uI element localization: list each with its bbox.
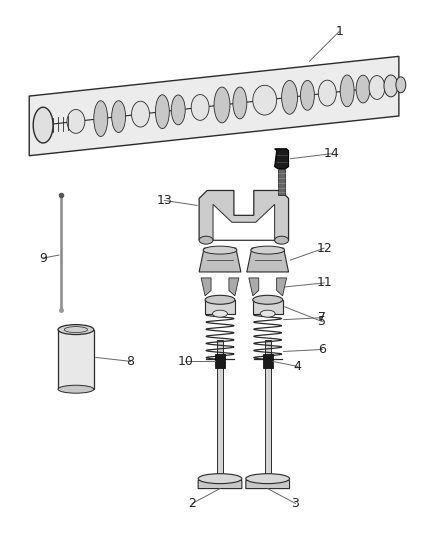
Polygon shape — [277, 278, 286, 296]
Bar — [265, 340, 271, 477]
Ellipse shape — [203, 246, 237, 254]
Ellipse shape — [205, 295, 235, 304]
Polygon shape — [198, 477, 242, 489]
Text: 14: 14 — [323, 147, 339, 160]
Ellipse shape — [275, 236, 289, 244]
Text: 8: 8 — [127, 355, 134, 368]
Ellipse shape — [171, 95, 185, 125]
Ellipse shape — [246, 474, 290, 483]
Ellipse shape — [318, 80, 336, 106]
Ellipse shape — [67, 109, 85, 133]
Polygon shape — [29, 56, 399, 156]
Bar — [217, 340, 223, 477]
Ellipse shape — [340, 75, 354, 107]
Bar — [278, 168, 285, 196]
Text: 12: 12 — [316, 241, 332, 255]
Polygon shape — [213, 204, 275, 240]
Text: 9: 9 — [39, 252, 47, 264]
Ellipse shape — [260, 310, 275, 317]
Text: 1: 1 — [336, 25, 343, 38]
Polygon shape — [275, 149, 289, 168]
Bar — [205, 300, 235, 314]
Ellipse shape — [384, 75, 398, 97]
Polygon shape — [249, 278, 259, 296]
Bar — [215, 354, 225, 368]
Polygon shape — [199, 248, 241, 272]
Text: 10: 10 — [177, 355, 193, 368]
Text: 7: 7 — [318, 311, 326, 324]
Polygon shape — [229, 278, 239, 296]
Bar — [263, 354, 273, 368]
Ellipse shape — [94, 101, 108, 136]
Polygon shape — [246, 477, 290, 489]
Text: 13: 13 — [156, 194, 172, 207]
Ellipse shape — [369, 76, 385, 100]
Ellipse shape — [282, 80, 297, 114]
Text: 6: 6 — [318, 343, 326, 356]
Ellipse shape — [214, 87, 230, 123]
Text: 4: 4 — [293, 360, 301, 373]
Ellipse shape — [233, 87, 247, 119]
Ellipse shape — [33, 107, 53, 143]
Ellipse shape — [191, 94, 209, 120]
Ellipse shape — [58, 325, 94, 335]
Ellipse shape — [300, 80, 314, 110]
Ellipse shape — [396, 77, 406, 93]
Ellipse shape — [251, 246, 285, 254]
Text: 2: 2 — [188, 497, 196, 510]
Ellipse shape — [112, 101, 126, 133]
Ellipse shape — [212, 310, 227, 317]
Polygon shape — [247, 248, 289, 272]
Text: 5: 5 — [318, 315, 326, 328]
Text: 11: 11 — [316, 277, 332, 289]
Ellipse shape — [356, 75, 370, 103]
Ellipse shape — [131, 101, 149, 127]
Ellipse shape — [199, 236, 213, 244]
Polygon shape — [199, 190, 289, 240]
Ellipse shape — [58, 385, 94, 393]
Bar — [58, 329, 94, 389]
Ellipse shape — [253, 85, 277, 115]
Ellipse shape — [198, 474, 242, 483]
Polygon shape — [201, 278, 211, 296]
Text: 3: 3 — [292, 497, 300, 510]
Ellipse shape — [253, 295, 283, 304]
Bar — [253, 300, 283, 314]
Ellipse shape — [155, 95, 170, 128]
